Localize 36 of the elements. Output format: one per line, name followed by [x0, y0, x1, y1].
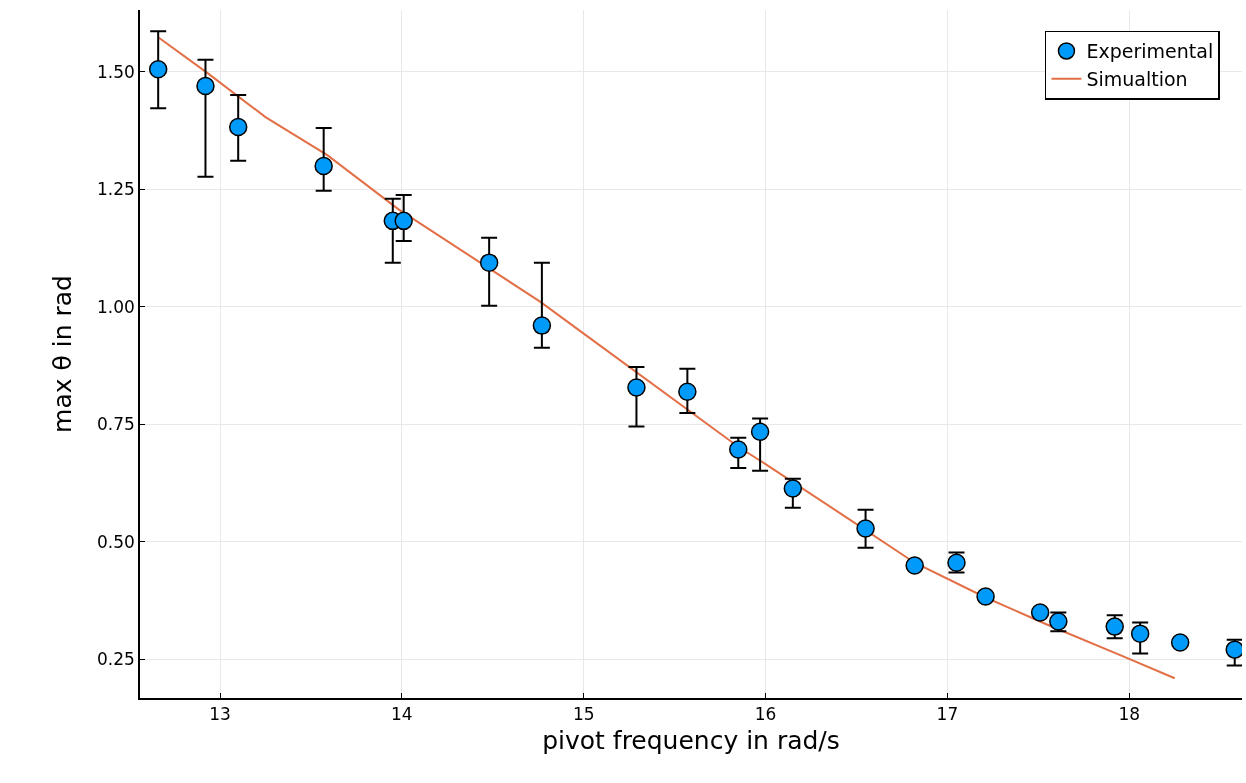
legend-label: Simualtion — [1086, 68, 1188, 91]
point — [905, 556, 924, 575]
y-tick-label: 1.25 — [96, 179, 135, 200]
x-tick-label: 13 — [209, 704, 231, 725]
y-tick-label: 1.00 — [96, 296, 135, 317]
y-tick-label: 1.50 — [96, 61, 135, 82]
legend-label: Experimental — [1086, 40, 1214, 63]
x-axis-title: pivot frequency in rad/s — [542, 725, 840, 755]
point — [1170, 633, 1190, 652]
y-tick-label: 0.25 — [96, 648, 135, 669]
x-tick-label: 15 — [572, 704, 595, 725]
y-axis-title: max θ in rad — [48, 275, 78, 433]
point — [678, 382, 697, 402]
point — [394, 211, 413, 231]
point — [1105, 617, 1124, 636]
point — [729, 440, 748, 459]
y-tick-label: 0.75 — [96, 414, 135, 435]
point — [148, 59, 168, 79]
point — [196, 76, 215, 96]
point — [228, 117, 248, 137]
point — [314, 156, 333, 176]
x-tick-label: 17 — [936, 704, 959, 725]
point — [532, 316, 552, 335]
x-tick-label: 16 — [754, 704, 777, 725]
point — [856, 519, 875, 538]
point — [750, 422, 770, 441]
y-tick-label: 0.50 — [96, 531, 135, 552]
x-tick-label: 14 — [391, 704, 413, 725]
point — [1030, 603, 1050, 622]
point — [1225, 640, 1242, 659]
point — [479, 253, 499, 272]
point — [783, 479, 803, 498]
point — [1130, 624, 1150, 643]
x-tick-label: 18 — [1118, 704, 1141, 725]
point — [976, 587, 995, 606]
point — [627, 378, 646, 397]
